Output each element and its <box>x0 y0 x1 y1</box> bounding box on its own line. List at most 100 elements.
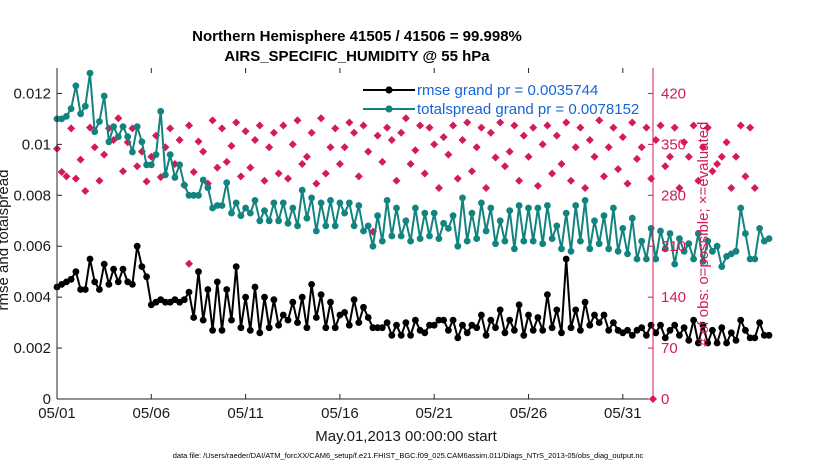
rmse-point-72 <box>393 321 400 329</box>
spread-point-71 <box>388 232 396 240</box>
rmse-point-147 <box>746 334 754 342</box>
obs-point-75 <box>406 160 415 169</box>
rmse-point-79 <box>426 321 433 329</box>
chart-title: Northern Hemisphere 41505 / 41506 = 99.9… <box>192 28 522 45</box>
obs-point-95 <box>500 162 509 171</box>
spread-point-122 <box>628 214 636 222</box>
spread-point-17 <box>133 123 141 130</box>
spread-point-12 <box>110 123 117 130</box>
spread-point-10 <box>100 92 108 100</box>
spread-point-96 <box>506 207 514 215</box>
rmse-point-57 <box>322 324 330 332</box>
rmse-point-107 <box>558 329 565 337</box>
spread-point-61 <box>341 209 348 217</box>
obs-point-74 <box>401 114 410 123</box>
rmse-point-113 <box>586 321 594 329</box>
rmse-point-91 <box>482 331 490 339</box>
obs-point-71 <box>387 136 396 145</box>
rmse-point-130 <box>666 326 674 334</box>
spread-point-40 <box>242 204 250 212</box>
rmse-point-70 <box>383 319 391 326</box>
spread-point-52 <box>298 186 306 194</box>
footer-datafile: data file: /Users/raeder/DAI/ATM_forcXX/… <box>173 451 644 460</box>
obs-point-44 <box>260 176 269 185</box>
spread-point-88 <box>468 209 476 217</box>
spread-point-110 <box>572 202 580 209</box>
rmse-point-94 <box>496 306 504 314</box>
spread-point-25 <box>171 174 179 181</box>
rmse-point-124 <box>638 324 646 332</box>
rmse-point-64 <box>355 319 363 326</box>
obs-point-64 <box>354 172 363 181</box>
spread-point-112 <box>581 197 589 204</box>
rmse-point-32 <box>204 286 212 293</box>
spread-point-133 <box>680 247 688 255</box>
rmse-point-116 <box>600 311 608 319</box>
rmse-point-140 <box>713 339 721 347</box>
obs-point-104 <box>543 121 552 130</box>
obs-point-113 <box>585 136 594 145</box>
rmse-point-138 <box>704 339 712 347</box>
obs-point-102 <box>533 181 542 190</box>
spread-point-45 <box>265 217 273 225</box>
spread-point-115 <box>595 240 603 248</box>
spread-point-118 <box>610 204 617 212</box>
obs-point-66 <box>364 147 373 156</box>
rmse-point-8 <box>91 278 99 286</box>
x-tick-label-0: 05/01 <box>38 405 76 422</box>
obs-point-57 <box>321 169 330 178</box>
spread-point-76 <box>412 204 419 212</box>
obs-point-63 <box>350 128 359 137</box>
spread-point-129 <box>661 245 669 253</box>
obs-point-111 <box>576 123 585 132</box>
obs-point-145 <box>736 121 745 130</box>
spread-point-90 <box>478 199 485 207</box>
rmse-point-68 <box>374 324 381 332</box>
rmse-point-108 <box>562 255 570 263</box>
obs-point-88 <box>467 167 476 176</box>
rmse-point-122 <box>628 331 636 339</box>
spread-point-51 <box>294 222 301 230</box>
spread-point-101 <box>529 237 537 245</box>
y-tick-label-6: 0.012 <box>13 85 51 102</box>
obs-point-133 <box>680 138 689 147</box>
rmse-point-83 <box>445 326 452 334</box>
obs-point-52 <box>298 160 307 169</box>
obs-point-144 <box>731 152 740 161</box>
obs-point-72 <box>392 176 401 185</box>
spread-point-14 <box>119 123 127 130</box>
obs-point-99 <box>519 131 528 140</box>
obs-point-2 <box>62 172 71 181</box>
spread-point-104 <box>544 202 551 209</box>
rmse-point-5 <box>77 286 84 293</box>
obs-point-115 <box>595 116 604 125</box>
obs-point-54 <box>307 128 316 137</box>
obs-point-77 <box>416 121 425 130</box>
rmse-point-81 <box>435 316 443 324</box>
rmse-point-101 <box>529 326 537 334</box>
rmse-point-55 <box>312 314 320 321</box>
rmse-point-37 <box>228 316 235 324</box>
spread-point-85 <box>454 242 462 250</box>
obs-point-116 <box>599 172 608 181</box>
rmse-point-89 <box>473 324 481 332</box>
spread-point-27 <box>180 181 188 189</box>
rmse-point-47 <box>275 321 282 329</box>
obs-point-123 <box>632 154 641 163</box>
rmse-point-87 <box>463 329 471 337</box>
spread-point-11 <box>105 138 113 146</box>
obs-point-89 <box>472 143 481 152</box>
rmse-point-34 <box>213 278 221 286</box>
obs-point-109 <box>566 176 575 185</box>
x-tick-label-5: 05/26 <box>510 405 548 422</box>
obs-point-19 <box>142 177 151 186</box>
spread-point-20 <box>147 161 155 169</box>
obs-point-8 <box>90 143 99 152</box>
rmse-point-10 <box>100 260 108 268</box>
spread-point-145 <box>737 204 745 212</box>
y-tick-label-2: 0.004 <box>13 289 51 306</box>
spread-point-34 <box>213 202 221 209</box>
rmse-point-117 <box>605 326 613 334</box>
obs-point-10 <box>100 150 109 159</box>
spread-point-121 <box>624 250 631 258</box>
